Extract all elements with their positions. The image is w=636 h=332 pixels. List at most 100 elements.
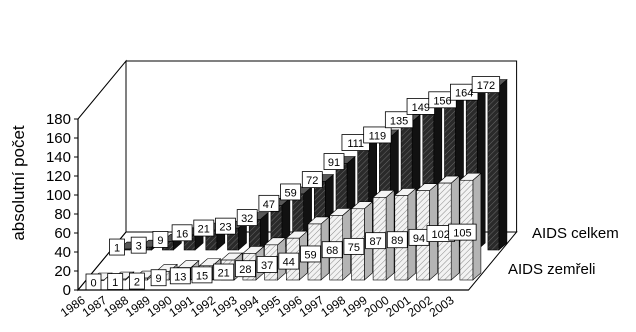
data-label-box [191, 266, 213, 284]
y-tick-label: 60 [54, 225, 71, 242]
data-label-text: 135 [390, 115, 408, 127]
data-label-box [321, 241, 343, 259]
data-label-box [152, 231, 169, 248]
data-label-box [280, 183, 302, 201]
data-label-aids-celkem: 21 [193, 219, 215, 237]
data-label-aids-celkem: 172 [471, 76, 501, 93]
data-label-text: 59 [304, 249, 316, 261]
data-label-box [256, 256, 278, 273]
data-label-text: 172 [477, 80, 495, 92]
data-label-text: 89 [391, 235, 403, 247]
data-label-aids-zemreli: 21 [213, 263, 235, 281]
data-label-box [278, 252, 300, 270]
data-label-box [215, 217, 236, 235]
data-label-aids-zemreli: 2 [128, 272, 145, 290]
data-label-aids-zemreli: 28 [234, 260, 256, 278]
data-label-aids-celkem: 91 [323, 153, 345, 170]
data-label-aids-celkem: 135 [384, 111, 414, 129]
data-label-box [384, 111, 414, 129]
data-label-text: 44 [283, 257, 295, 269]
data-label-text: 47 [263, 199, 275, 211]
data-label-text: 21 [218, 268, 230, 280]
data-label-box [300, 245, 321, 263]
data-label-text: 23 [219, 222, 231, 234]
data-label-text: 149 [412, 102, 430, 114]
data-label-text: 105 [453, 228, 471, 240]
data-label-aids-celkem: 32 [236, 209, 258, 227]
data-label-aids-zemreli: 68 [321, 241, 343, 259]
data-label-text: 68 [326, 245, 338, 257]
data-label-text: 94 [413, 233, 425, 245]
data-label-aids-zemreli: 89 [386, 231, 408, 249]
data-label-box [128, 272, 145, 290]
data-label-aids-celkem: 156 [428, 91, 457, 109]
data-label-box [448, 223, 477, 241]
data-label-text: 91 [328, 157, 340, 169]
data-label-aids-zemreli: 102 [426, 225, 455, 242]
data-label-box [323, 153, 345, 170]
data-label-aids-celkem: 47 [258, 194, 280, 212]
data-label-aids-zemreli: 59 [300, 245, 321, 263]
data-label-text: 1 [112, 277, 118, 289]
data-label-aids-zemreli: 9 [150, 269, 167, 287]
data-label-text: 102 [432, 229, 450, 241]
y-tick-label: 40 [54, 244, 71, 261]
y-tick-label: 140 [46, 149, 71, 166]
data-label-aids-celkem: 119 [363, 126, 392, 144]
data-label-text: 15 [196, 270, 208, 282]
data-label-text: 72 [306, 175, 318, 187]
data-label-text: 111 [347, 138, 364, 150]
chart-bars: 1 3 916 21 233247597291111119135149156164172… [85, 76, 508, 291]
data-label-box [363, 126, 392, 144]
data-label-aids-celkem: 164 [450, 83, 479, 101]
data-label-aids-zemreli: 13 [169, 267, 191, 285]
data-label-aids-zemreli: 75 [343, 237, 365, 255]
y-tick-label: 20 [54, 263, 71, 280]
data-label-text: 2 [134, 277, 140, 289]
data-label-text: 32 [241, 213, 253, 225]
data-label-aids-zemreli: 94 [408, 228, 430, 246]
bar-side [498, 78, 508, 251]
data-label-box [301, 171, 323, 189]
data-label-text: 156 [433, 95, 451, 107]
data-label-aids-celkem: 1 [109, 238, 125, 256]
data-label-text: 75 [348, 242, 360, 254]
bar-front [487, 86, 500, 251]
data-label-box [343, 237, 365, 255]
data-label-text: 9 [157, 235, 163, 247]
data-label-box [258, 194, 280, 212]
data-label-text: 28 [239, 264, 251, 276]
y-tick-label: 160 [46, 130, 71, 147]
data-label-aids-celkem: 9 [152, 231, 169, 248]
legend-entry-aids-celkem: AIDS celkem [532, 225, 619, 242]
data-label-aids-celkem: 23 [215, 217, 236, 235]
data-label-text: 13 [174, 271, 186, 283]
data-label-text: 1 [114, 243, 120, 255]
data-label-aids-celkem: 111 [341, 134, 370, 151]
y-tick-label: 120 [46, 168, 71, 185]
data-label-text: 0 [90, 278, 96, 290]
x-tick-label: 2003 [427, 293, 457, 320]
data-label-text: 21 [198, 224, 210, 236]
data-label-box [171, 224, 193, 242]
data-label-text: 119 [369, 130, 387, 142]
data-label-box [365, 232, 387, 250]
data-label-box [169, 267, 191, 285]
data-label-aids-celkem: 3 [130, 236, 147, 254]
data-label-box [130, 236, 147, 254]
data-label-text: 59 [284, 187, 296, 199]
y-axis-label: absolutní počet [9, 125, 28, 241]
data-label-aids-zemreli: 0 [85, 273, 102, 291]
data-label-text: 37 [261, 260, 273, 272]
data-label-box [471, 76, 501, 93]
data-label-aids-zemreli: 44 [278, 252, 300, 270]
data-label-box [386, 231, 408, 249]
data-label-aids-celkem: 72 [301, 171, 323, 189]
data-label-text: 16 [176, 228, 188, 240]
bar-aids-celkem [487, 78, 508, 251]
data-label-aids-celkem: 59 [280, 183, 302, 201]
data-label-text: 9 [156, 273, 162, 285]
data-label-text: 87 [369, 236, 381, 248]
data-label-aids-celkem: 16 [171, 224, 193, 242]
